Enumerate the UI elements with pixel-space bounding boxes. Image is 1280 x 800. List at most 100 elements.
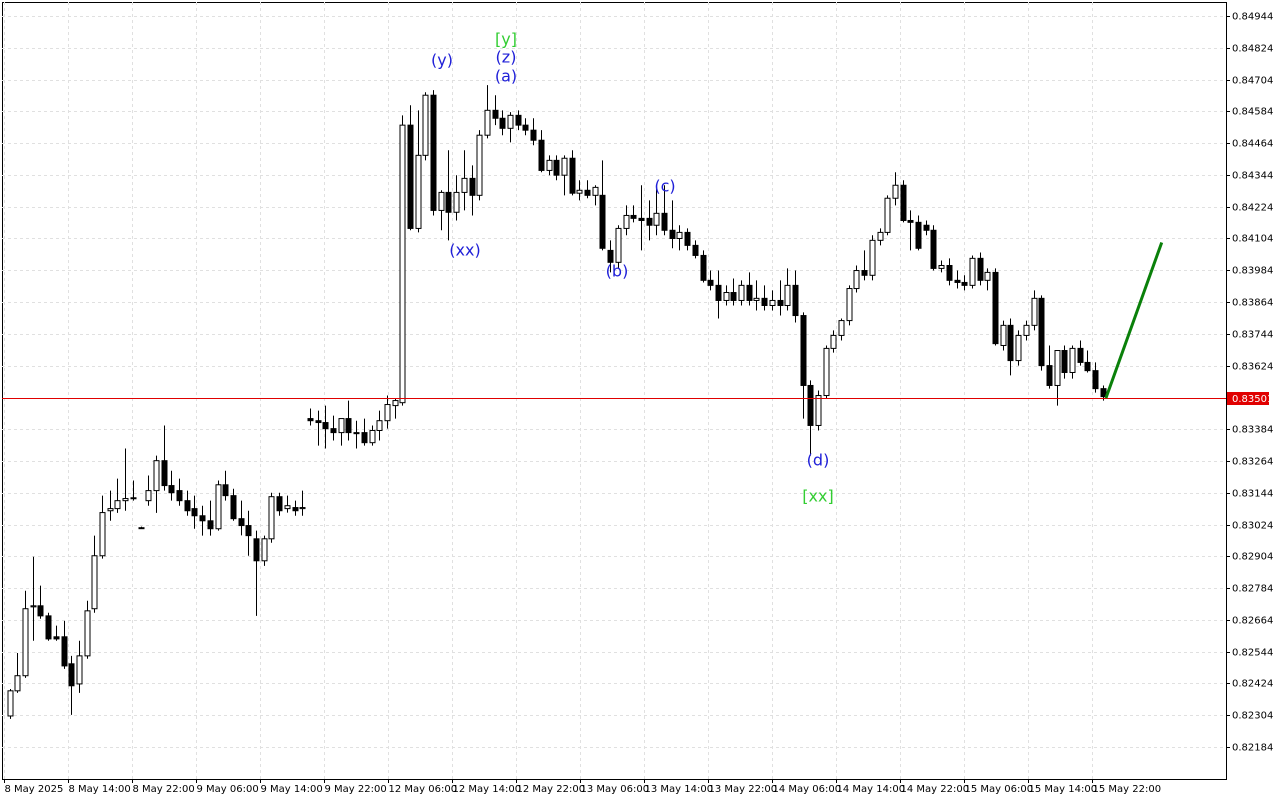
candle-body	[184, 500, 191, 512]
candle-body	[268, 496, 275, 540]
candle-body	[661, 212, 668, 231]
candle-body	[168, 485, 175, 494]
candle-body	[492, 109, 499, 119]
candle-body	[1015, 334, 1022, 362]
x-tick-label: 12 May 22:00	[517, 784, 586, 795]
candle-body	[984, 271, 991, 281]
candle-body	[992, 271, 999, 345]
candle-body	[954, 279, 961, 283]
candle-body	[499, 117, 506, 129]
candle-body	[892, 184, 899, 199]
candle-body	[30, 605, 37, 608]
candle-body	[576, 189, 583, 194]
candle-body	[784, 284, 791, 306]
candle-body	[1000, 324, 1007, 346]
candle-body	[130, 497, 137, 500]
candle-body	[453, 191, 460, 213]
candle-body	[653, 212, 660, 226]
candle-body	[399, 124, 406, 404]
candle-body	[99, 512, 106, 557]
candle-body	[84, 610, 91, 657]
candle-body	[122, 498, 129, 502]
candle-body	[45, 615, 52, 640]
candle-body	[1046, 365, 1053, 386]
x-tick-label: 12 May 14:00	[453, 784, 522, 795]
price-label-box	[1227, 392, 1269, 405]
x-tick-label: 15 May 14:00	[1029, 784, 1098, 795]
candle-body	[792, 284, 799, 317]
y-tick-label: 0.83624	[1232, 362, 1273, 373]
candle-body	[861, 270, 868, 276]
candle-body	[1038, 297, 1045, 367]
y-tick-label: 0.84224	[1232, 203, 1273, 214]
candle-body	[107, 508, 114, 512]
candle-body	[276, 496, 283, 512]
candle-body	[145, 490, 152, 502]
candle-body	[1007, 324, 1014, 362]
candle-body	[430, 94, 437, 211]
candle-body	[1077, 347, 1084, 363]
candle-body	[315, 420, 322, 424]
candle-body	[1061, 350, 1068, 373]
candle-body	[61, 636, 68, 667]
candle-body	[422, 94, 429, 156]
candle-body	[68, 663, 75, 687]
candle-body	[53, 636, 60, 640]
candle-body	[322, 422, 329, 430]
candle-body	[938, 265, 945, 269]
candle-body	[330, 428, 337, 434]
candle-body	[384, 404, 391, 422]
candle-body	[907, 219, 914, 223]
candle-body	[877, 231, 884, 241]
candle-body	[1084, 361, 1091, 372]
x-tick-label: 9 May 06:00	[197, 784, 259, 795]
candle-body	[22, 608, 29, 677]
x-tick-label: 15 May 22:00	[1093, 784, 1162, 795]
candle-body	[14, 675, 21, 692]
candle-body	[607, 249, 614, 263]
candle-body	[338, 418, 345, 434]
candle-body	[761, 297, 768, 306]
price-label: 0.83501	[1232, 394, 1273, 405]
candle-body	[669, 229, 676, 239]
candle-body	[407, 124, 414, 229]
candle-body	[553, 159, 560, 176]
y-tick-label: 0.84464	[1232, 139, 1273, 150]
candle-body	[923, 224, 930, 231]
candle-body	[977, 257, 984, 281]
candle-body	[599, 194, 606, 249]
wave-label: (b)	[606, 262, 629, 281]
x-tick-label: 14 May 14:00	[837, 784, 906, 795]
y-tick-label: 0.84704	[1232, 76, 1273, 87]
wave-label: (a)	[495, 67, 517, 86]
candle-body	[176, 490, 183, 502]
y-tick-label: 0.84344	[1232, 171, 1273, 182]
candle-body	[715, 284, 722, 301]
candle-body	[1100, 388, 1107, 398]
x-tick-label: 14 May 06:00	[773, 784, 842, 795]
wave-label: (xx)	[449, 241, 480, 260]
candle-body	[445, 191, 452, 213]
candle-body	[930, 229, 937, 269]
candle-body	[345, 418, 352, 434]
y-tick-label: 0.83384	[1232, 425, 1273, 436]
candle-body	[245, 525, 252, 537]
candle-body	[915, 221, 922, 249]
candle-body	[738, 284, 745, 301]
y-tick-label: 0.82544	[1232, 648, 1273, 659]
candle-body	[753, 297, 760, 301]
candle-body	[1092, 370, 1099, 390]
x-tick-label: 14 May 22:00	[901, 784, 970, 795]
x-tick-label: 9 May 22:00	[325, 784, 387, 795]
candle-body	[438, 191, 445, 211]
candle-body	[684, 231, 691, 246]
x-tick-label: 12 May 06:00	[389, 784, 458, 795]
candle-body	[623, 214, 630, 229]
candle-body	[153, 460, 160, 492]
y-tick-label: 0.83864	[1232, 298, 1273, 309]
candle-body	[114, 500, 121, 510]
candle-body	[461, 177, 468, 193]
candle-body	[253, 538, 260, 562]
candle-body	[476, 134, 483, 196]
